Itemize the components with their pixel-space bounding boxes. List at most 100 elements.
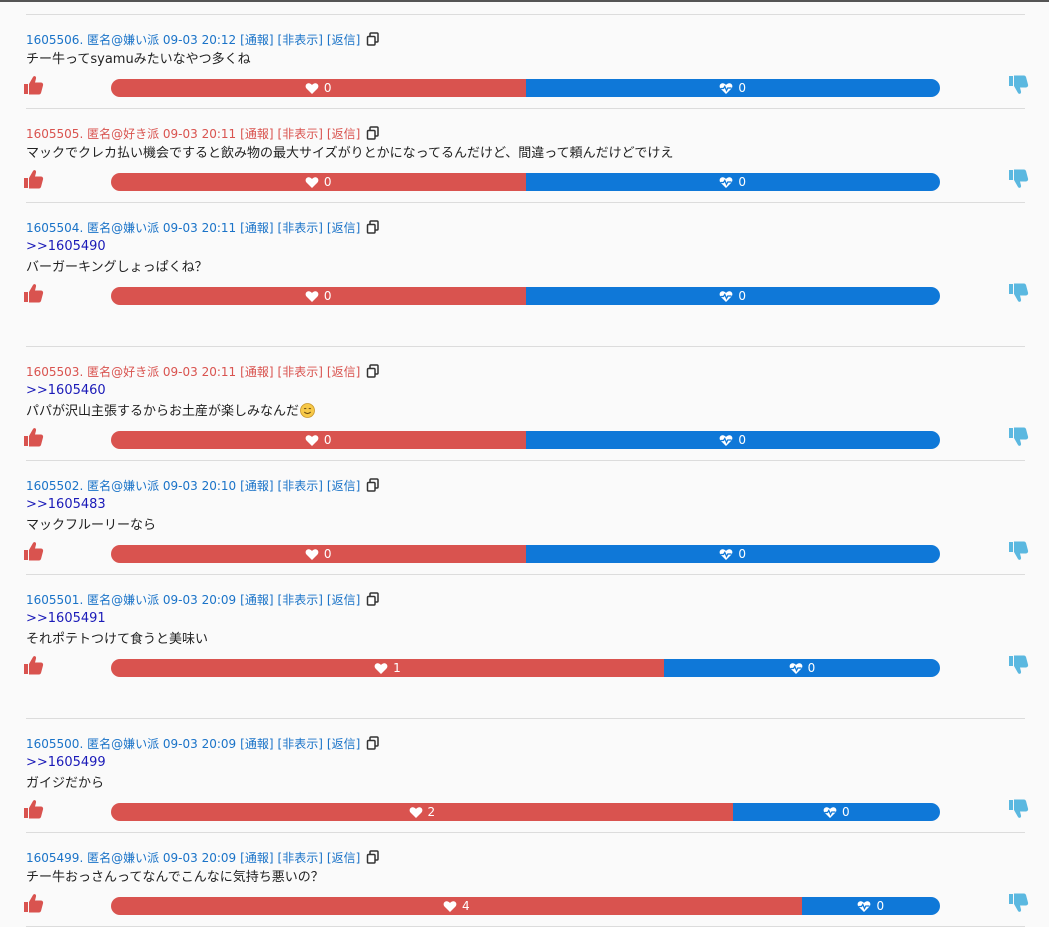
- heart-icon: [409, 806, 422, 818]
- copy-icon[interactable]: [366, 736, 380, 750]
- reply-link[interactable]: [返信]: [326, 851, 361, 865]
- thumbs-down-icon[interactable]: [1007, 168, 1029, 190]
- thumbs-up-icon[interactable]: [22, 282, 44, 304]
- heart-vote-segment[interactable]: 0: [525, 545, 940, 563]
- hide-link[interactable]: [非表示]: [277, 365, 323, 379]
- thumbs-up-icon[interactable]: [22, 426, 44, 448]
- heart-count: 0: [738, 433, 747, 447]
- thumbs-up-icon[interactable]: [22, 798, 44, 820]
- heartbeat-icon: [720, 290, 733, 302]
- post-body-wrap: マックフルーリーなら: [26, 515, 1025, 537]
- post-item: 1605502. 匿名@嫌い派 09-03 20:10 [通報] [非表示] [返信]…: [24, 460, 1029, 574]
- post-header: 1605500. 匿名@嫌い派 09-03 20:09: [26, 737, 237, 751]
- reply-anchor-link[interactable]: >>1605460: [26, 383, 106, 398]
- hide-link[interactable]: [非表示]: [277, 127, 323, 141]
- hide-link[interactable]: [非表示]: [277, 737, 323, 751]
- heart-icon: [305, 82, 319, 94]
- heart-vote-segment[interactable]: 0: [663, 659, 940, 677]
- reply-link[interactable]: [返信]: [326, 127, 361, 141]
- heart-count: 0: [738, 81, 747, 95]
- thumbs-down-icon[interactable]: [1007, 426, 1029, 448]
- thumbs-down-icon[interactable]: [1007, 540, 1029, 562]
- thumbs-up-icon[interactable]: [22, 654, 44, 676]
- reply-anchor-link[interactable]: >>1605491: [26, 611, 106, 626]
- thumbs-down-icon[interactable]: [1007, 74, 1029, 96]
- smile-emoji-icon: [300, 403, 315, 418]
- thumbs-up-icon[interactable]: [22, 168, 44, 190]
- post-item: 1605499. 匿名@嫌い派 09-03 20:09 [通報] [非表示] [返信]…: [24, 832, 1029, 926]
- copy-icon[interactable]: [366, 478, 380, 492]
- heart-icon: [374, 662, 388, 674]
- post-meta: 1605501. 匿名@嫌い派 09-03 20:09 [通報] [非表示] [返信]: [26, 591, 1025, 609]
- like-vote-segment[interactable]: 0: [111, 287, 526, 305]
- heart-vote-segment[interactable]: 0: [525, 173, 940, 191]
- copy-icon[interactable]: [366, 32, 380, 46]
- hide-link[interactable]: [非表示]: [277, 593, 323, 607]
- hide-link[interactable]: [非表示]: [277, 221, 323, 235]
- heart-vote-segment[interactable]: 0: [525, 79, 940, 97]
- thumbs-up-icon[interactable]: [22, 892, 44, 914]
- heartbeat-icon: [720, 82, 733, 94]
- report-link[interactable]: [通報]: [240, 851, 274, 865]
- report-link[interactable]: [通報]: [240, 33, 274, 47]
- post-body: マックでクレカ払い機会ですると飲み物の最大サイズがりとかになってるんだけど、間違…: [26, 146, 674, 161]
- like-vote-segment[interactable]: 1: [111, 659, 664, 677]
- post-meta: 1605500. 匿名@嫌い派 09-03 20:09 [通報] [非表示] [返信]: [26, 735, 1025, 753]
- reply-link[interactable]: [返信]: [326, 33, 361, 47]
- copy-icon[interactable]: [366, 220, 380, 234]
- hide-link[interactable]: [非表示]: [277, 33, 323, 47]
- thumbs-up-icon[interactable]: [22, 540, 44, 562]
- heart-vote-segment[interactable]: 0: [525, 431, 940, 449]
- report-link[interactable]: [通報]: [240, 479, 274, 493]
- heart-icon: [305, 176, 319, 188]
- post-item: 1605505. 匿名@好き派 09-03 20:11 [通報] [非表示] [返信]…: [24, 108, 1029, 202]
- report-link[interactable]: [通報]: [240, 127, 274, 141]
- heart-count: 0: [738, 289, 747, 303]
- heart-count: 0: [738, 175, 747, 189]
- heartbeat-icon: [720, 176, 733, 188]
- post-item: 1605501. 匿名@嫌い派 09-03 20:09 [通報] [非表示] [返信]…: [24, 574, 1029, 688]
- like-vote-segment[interactable]: 4: [111, 897, 802, 915]
- like-vote-segment[interactable]: 0: [111, 173, 526, 191]
- copy-icon[interactable]: [366, 126, 380, 140]
- post-spacer: [26, 680, 1025, 688]
- copy-icon[interactable]: [366, 592, 380, 606]
- like-vote-segment[interactable]: 0: [111, 431, 526, 449]
- copy-icon[interactable]: [366, 364, 380, 378]
- post-item: 1605504. 匿名@嫌い派 09-03 20:11 [通報] [非表示] [返信]…: [24, 202, 1029, 316]
- reply-anchor-link[interactable]: >>1605483: [26, 497, 106, 512]
- reply-anchor-link[interactable]: >>1605490: [26, 239, 106, 254]
- report-link[interactable]: [通報]: [240, 593, 274, 607]
- heartbeat-icon: [858, 900, 871, 912]
- reply-link[interactable]: [返信]: [326, 593, 361, 607]
- like-vote-segment[interactable]: 2: [111, 803, 733, 821]
- reply-link[interactable]: [返信]: [326, 479, 361, 493]
- reply-anchor-link[interactable]: >>1605499: [26, 755, 106, 770]
- like-count: 4: [461, 899, 470, 913]
- report-link[interactable]: [通報]: [240, 365, 274, 379]
- post-header: 1605503. 匿名@好き派 09-03 20:11: [26, 365, 237, 379]
- heart-vote-segment[interactable]: 0: [801, 897, 940, 915]
- like-vote-segment[interactable]: 0: [111, 545, 526, 563]
- hide-link[interactable]: [非表示]: [277, 479, 323, 493]
- reply-link[interactable]: [返信]: [326, 365, 361, 379]
- thumbs-down-icon[interactable]: [1007, 654, 1029, 676]
- thumbs-down-icon[interactable]: [1007, 798, 1029, 820]
- report-link[interactable]: [通報]: [240, 221, 274, 235]
- post-body-wrap: ガイジだから: [26, 773, 1025, 795]
- heart-vote-segment[interactable]: 0: [525, 287, 940, 305]
- copy-icon[interactable]: [366, 850, 380, 864]
- post-list: 1605506. 匿名@嫌い派 09-03 20:12 [通報] [非表示] [返信]…: [24, 14, 1029, 927]
- heart-count: 0: [807, 661, 816, 675]
- thumbs-down-icon[interactable]: [1007, 892, 1029, 914]
- reply-link[interactable]: [返信]: [326, 737, 361, 751]
- heart-vote-segment[interactable]: 0: [732, 803, 940, 821]
- like-vote-segment[interactable]: 0: [111, 79, 526, 97]
- hide-link[interactable]: [非表示]: [277, 851, 323, 865]
- thumbs-down-icon[interactable]: [1007, 282, 1029, 304]
- reply-link[interactable]: [返信]: [326, 221, 361, 235]
- thumbs-up-icon[interactable]: [22, 74, 44, 96]
- post-meta: 1605503. 匿名@好き派 09-03 20:11 [通報] [非表示] [返信]: [26, 363, 1025, 381]
- report-link[interactable]: [通報]: [240, 737, 274, 751]
